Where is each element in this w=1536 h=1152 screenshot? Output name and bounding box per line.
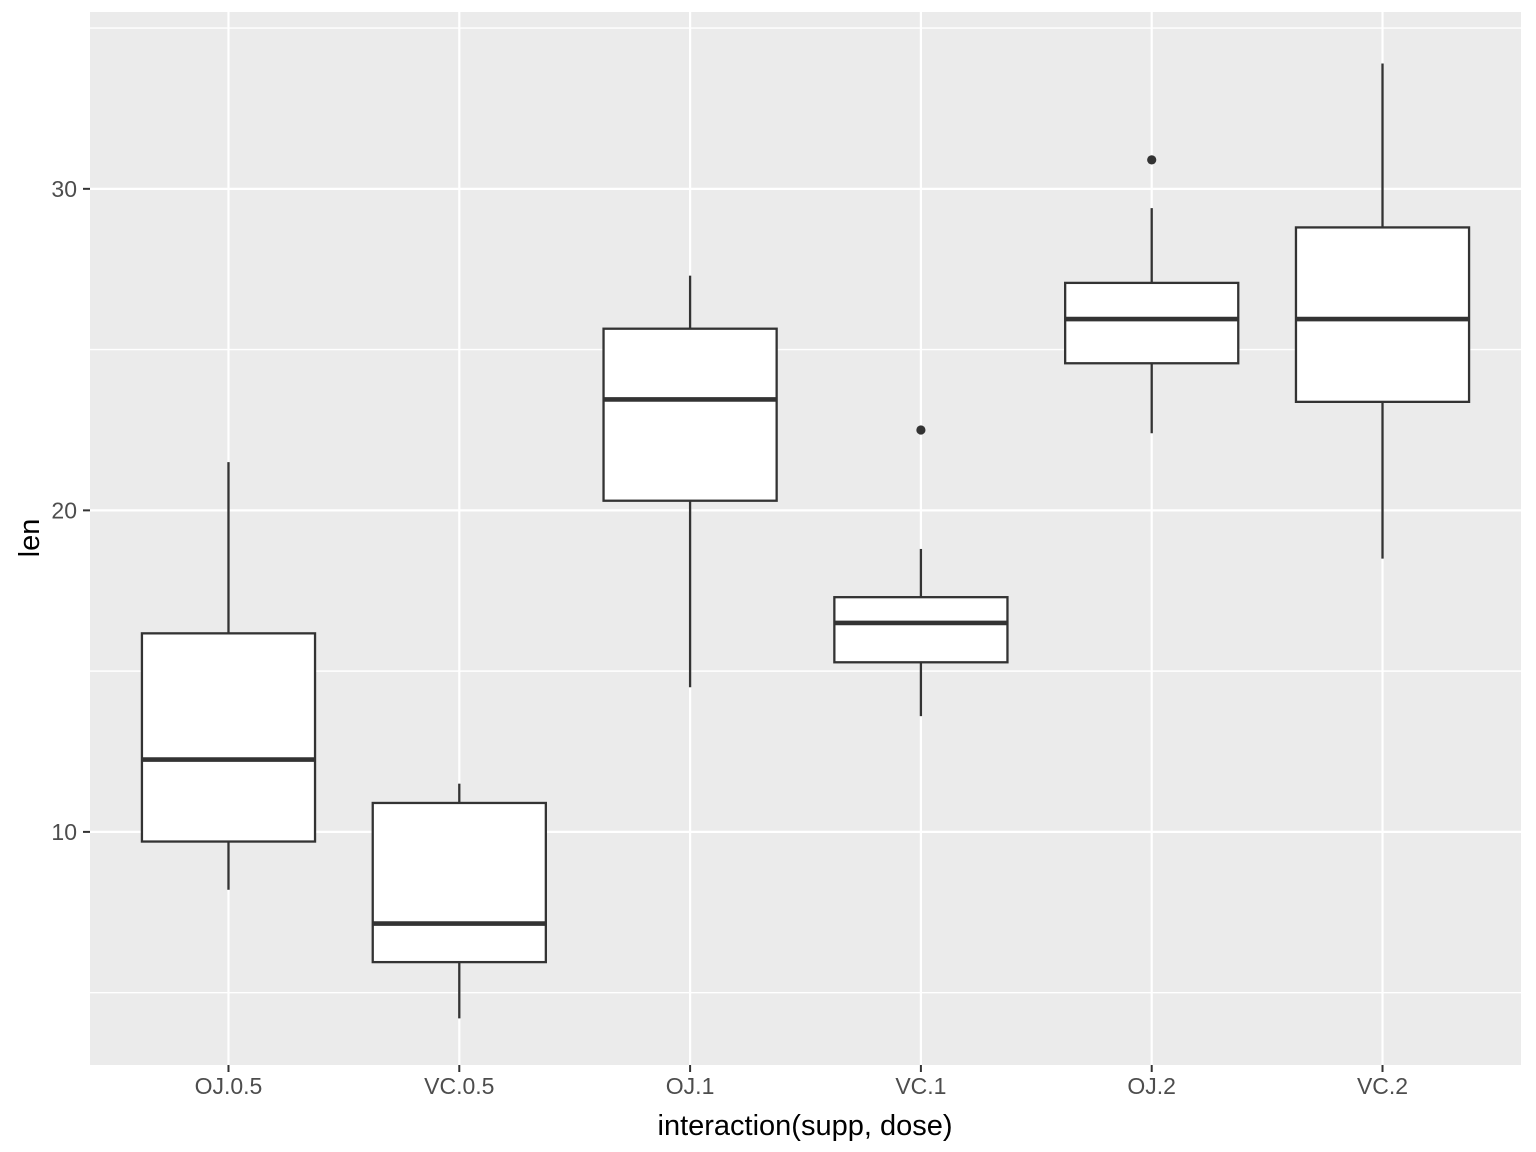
panel-background [90, 12, 1521, 1065]
box [140, 632, 317, 843]
x-tick-label: VC.0.5 [424, 1073, 494, 1099]
box [602, 327, 778, 502]
boxplot-group-VC.2 [1294, 63, 1471, 559]
x-tick-label: OJ.2 [1127, 1073, 1176, 1099]
box [371, 801, 547, 964]
y-tick-label: 30 [51, 176, 77, 202]
y-axis-title: len [14, 519, 46, 558]
boxplot-group-OJ.0.5 [140, 462, 317, 890]
boxplot-group-VC.1 [833, 425, 1009, 717]
plot-panel: 10 20 30 OJ.0.5 VC.0.5 OJ.1 VC.1 OJ.2 VC.2 [51, 12, 1521, 1099]
x-tick-label: OJ.1 [666, 1073, 715, 1099]
boxplot-group-VC.0.5 [371, 783, 547, 1019]
y-tick-label: 10 [51, 819, 77, 845]
x-tick-label: VC.1 [895, 1073, 946, 1099]
box [1064, 281, 1240, 365]
x-tick-label: OJ.0.5 [195, 1073, 263, 1099]
box [1294, 226, 1471, 404]
x-axis-title: interaction(supp, dose) [658, 1110, 953, 1142]
outlier-point [916, 425, 926, 435]
y-tick-label: 20 [51, 497, 77, 523]
boxplot-group-OJ.1 [602, 275, 778, 688]
outlier-point [1147, 155, 1157, 165]
x-tick-label: VC.2 [1357, 1073, 1408, 1099]
boxplot-group-OJ.2 [1064, 155, 1240, 434]
box [833, 596, 1009, 664]
